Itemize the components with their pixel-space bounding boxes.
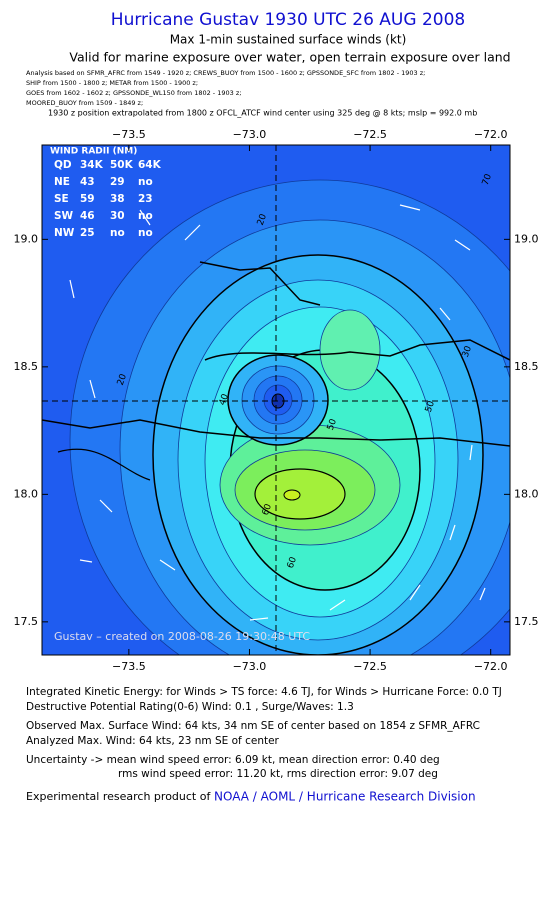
plot-frame bbox=[41, 144, 511, 656]
x-tick-label: −73.5 bbox=[112, 128, 146, 141]
analysis-line: Analysis based on SFMR_AFRC from 1549 - … bbox=[26, 69, 425, 77]
x-tick-label: −72.5 bbox=[353, 660, 387, 673]
x-tick-label: −72.0 bbox=[474, 660, 508, 673]
y-tick-label: 18.5 bbox=[14, 360, 39, 373]
table-cell: 43 bbox=[80, 176, 95, 188]
x-tick-label: −73.5 bbox=[112, 660, 146, 673]
coastline bbox=[57, 448, 151, 481]
contour-label: 40 bbox=[218, 392, 231, 406]
title: Hurricane Gustav 1930 UTC 26 AUG 2008 bbox=[111, 10, 465, 30]
x-tick-label: −72.0 bbox=[474, 128, 508, 141]
footer-line: Uncertainty -> mean wind speed error: 6.… bbox=[26, 754, 440, 766]
contour bbox=[319, 309, 381, 391]
y-tick-label: 17.5 bbox=[14, 615, 39, 628]
wind-vectors bbox=[69, 204, 486, 621]
coastline bbox=[42, 419, 510, 447]
contour-label: 20 bbox=[256, 212, 269, 226]
table-cell: 29 bbox=[110, 176, 125, 188]
wind-field bbox=[42, 145, 510, 655]
table-cell: no bbox=[110, 227, 125, 239]
footer-line: rms wind speed error: 11.20 kt, rms dire… bbox=[118, 768, 438, 780]
table-cell: no bbox=[138, 210, 153, 222]
table-cell: no bbox=[138, 176, 153, 188]
table-header: 50K bbox=[110, 159, 134, 171]
y-tick-label: 18.0 bbox=[14, 487, 39, 500]
footer-line: Analyzed Max. Wind: 64 kts, 23 nm SE of … bbox=[26, 735, 280, 747]
contour-label: 20 bbox=[116, 372, 129, 386]
table-cell: 25 bbox=[80, 227, 95, 239]
footer-line: Integrated Kinetic Energy: for Winds > T… bbox=[26, 686, 502, 698]
product-link[interactable]: NOAA / AOML / Hurricane Research Divisio… bbox=[214, 790, 476, 804]
table-cell: SE bbox=[54, 193, 69, 205]
analysis-line: MOORED_BUOY from 1509 - 1849 z; bbox=[26, 99, 143, 107]
contour-label: 50 bbox=[326, 417, 339, 431]
footer-line: Destructive Potential Rating(0-6) Wind: … bbox=[26, 701, 354, 713]
x-tick-label: −72.5 bbox=[353, 128, 387, 141]
coastline bbox=[204, 339, 510, 361]
x-tick-label: −73.0 bbox=[233, 660, 267, 673]
subtitle: Valid for marine exposure over water, op… bbox=[69, 50, 510, 65]
contour-label: 70 bbox=[481, 172, 494, 186]
subtitle: Max 1-min sustained surface winds (kt) bbox=[170, 33, 407, 47]
contour-label: 30 bbox=[461, 344, 474, 358]
y-tick-label: 17.5 bbox=[514, 615, 539, 628]
footer-line: Observed Max. Surface Wind: 64 kts, 34 n… bbox=[26, 720, 480, 732]
table-header: 34K bbox=[80, 159, 104, 171]
table-header: QD bbox=[54, 159, 72, 171]
table-cell: 59 bbox=[80, 193, 95, 205]
analysis-line: GOES from 1602 - 1602 z; GPSSONDE_WL150 … bbox=[26, 89, 241, 97]
table-cell: no bbox=[138, 227, 153, 239]
table-title: WIND RADII (NM) bbox=[50, 147, 137, 157]
table-cell: NE bbox=[54, 176, 70, 188]
product-text: Experimental research product of bbox=[26, 790, 211, 803]
max-wind bbox=[283, 489, 301, 501]
table-cell: SW bbox=[54, 210, 74, 222]
contour-label: 60 bbox=[261, 502, 274, 516]
table-cell: 23 bbox=[138, 193, 153, 205]
y-tick-label: 19.0 bbox=[14, 232, 39, 245]
wind-radii-table: WIND RADII (NM) QD 34K 50K 64K NE 43 29 no SE 59 3… bbox=[50, 147, 162, 240]
credit: Gustav – created on 2008-08-26 19:30:48 … bbox=[54, 630, 310, 643]
table-cell: NW bbox=[54, 227, 75, 239]
contour-label: 50 bbox=[424, 399, 437, 413]
table-cell: 46 bbox=[80, 210, 95, 222]
table-header: 64K bbox=[138, 159, 162, 171]
coastline bbox=[199, 261, 321, 306]
y-tick-label: 18.0 bbox=[514, 487, 539, 500]
contour-label: 60 bbox=[286, 555, 299, 569]
y-tick-label: 19.0 bbox=[514, 232, 539, 245]
analysis-line: SHIP from 1500 - 1800 z; METAR from 1500… bbox=[26, 79, 198, 87]
x-tick-label: −73.0 bbox=[233, 128, 267, 141]
table-cell: 38 bbox=[110, 193, 125, 205]
y-tick-label: 18.5 bbox=[514, 360, 539, 373]
position-line: 1930 z position extrapolated from 1800 z… bbox=[48, 109, 477, 118]
table-cell: 30 bbox=[110, 210, 125, 222]
